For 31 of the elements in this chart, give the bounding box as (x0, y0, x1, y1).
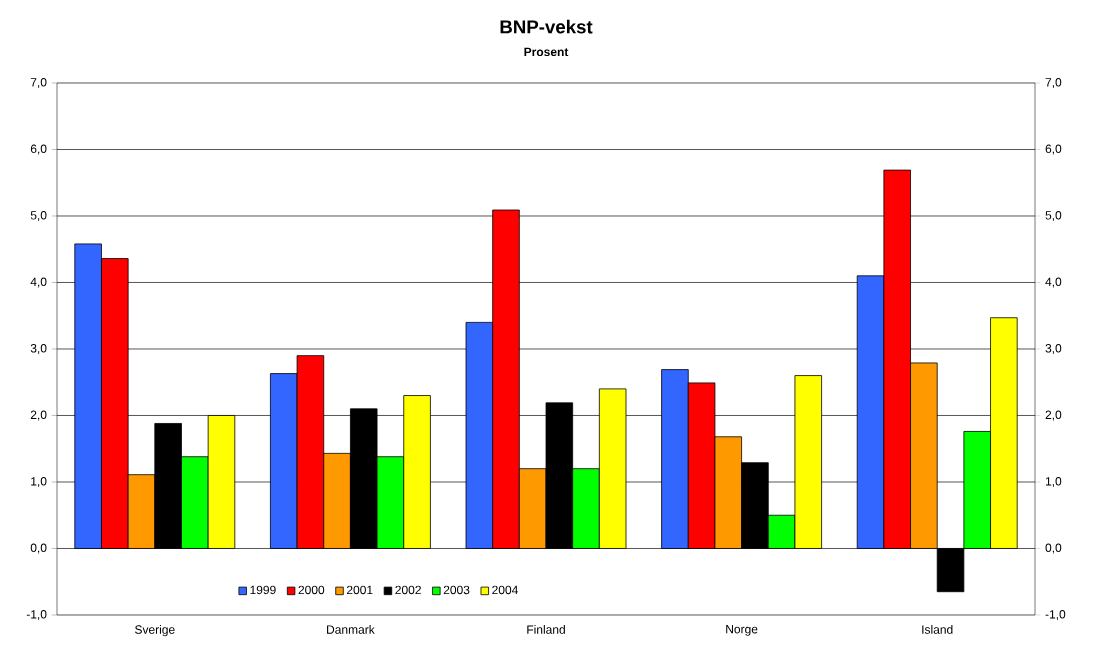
x-tick-label: Sverige (135, 625, 175, 637)
y2-tick-label: 3,0 (1045, 344, 1062, 354)
y2-tick-label: 4,0 (1045, 277, 1062, 288)
legend-label: 2000 (298, 585, 325, 595)
x-tick-label: Norge (726, 625, 758, 636)
legend-label: 2002 (395, 585, 421, 595)
x-tick-label: Danmark (327, 625, 375, 634)
y-tick-label: 2,0 (30, 410, 47, 421)
legend-label: 2001 (346, 585, 373, 595)
y2-tick-label: -1,0 (1045, 610, 1066, 620)
legend-label: 2004 (492, 585, 518, 595)
y-tick-label: 4,0 (30, 277, 47, 288)
y2-tick-label: 7,0 (1045, 78, 1062, 88)
y2-tick-label: 0,0 (1045, 543, 1062, 554)
y-tick-label: 6,0 (30, 144, 47, 155)
y-tick-label: 1,0 (31, 477, 47, 487)
chart-subtitle: Prosent (524, 47, 569, 57)
y2-tick-label: 6,0 (1045, 144, 1062, 155)
x-tick-label: Island (922, 625, 953, 634)
y-tick-label: 3,0 (30, 344, 47, 354)
legend-label: 1999 (250, 585, 276, 595)
x-tick-label: Finland (527, 625, 565, 634)
legend-label: 2003 (443, 585, 470, 595)
y2-tick-label: 1,0 (1045, 477, 1062, 487)
y2-tick-label: 2,0 (1045, 410, 1062, 421)
y-tick-label: -1,0 (26, 610, 47, 620)
chart-title: BNP-vekst (500, 19, 593, 34)
y2-tick-label: 5,0 (1045, 211, 1062, 221)
y-tick-label: 5,0 (30, 211, 47, 221)
y-tick-label: 0,0 (30, 543, 47, 554)
y-tick-label: 7,0 (30, 78, 47, 88)
